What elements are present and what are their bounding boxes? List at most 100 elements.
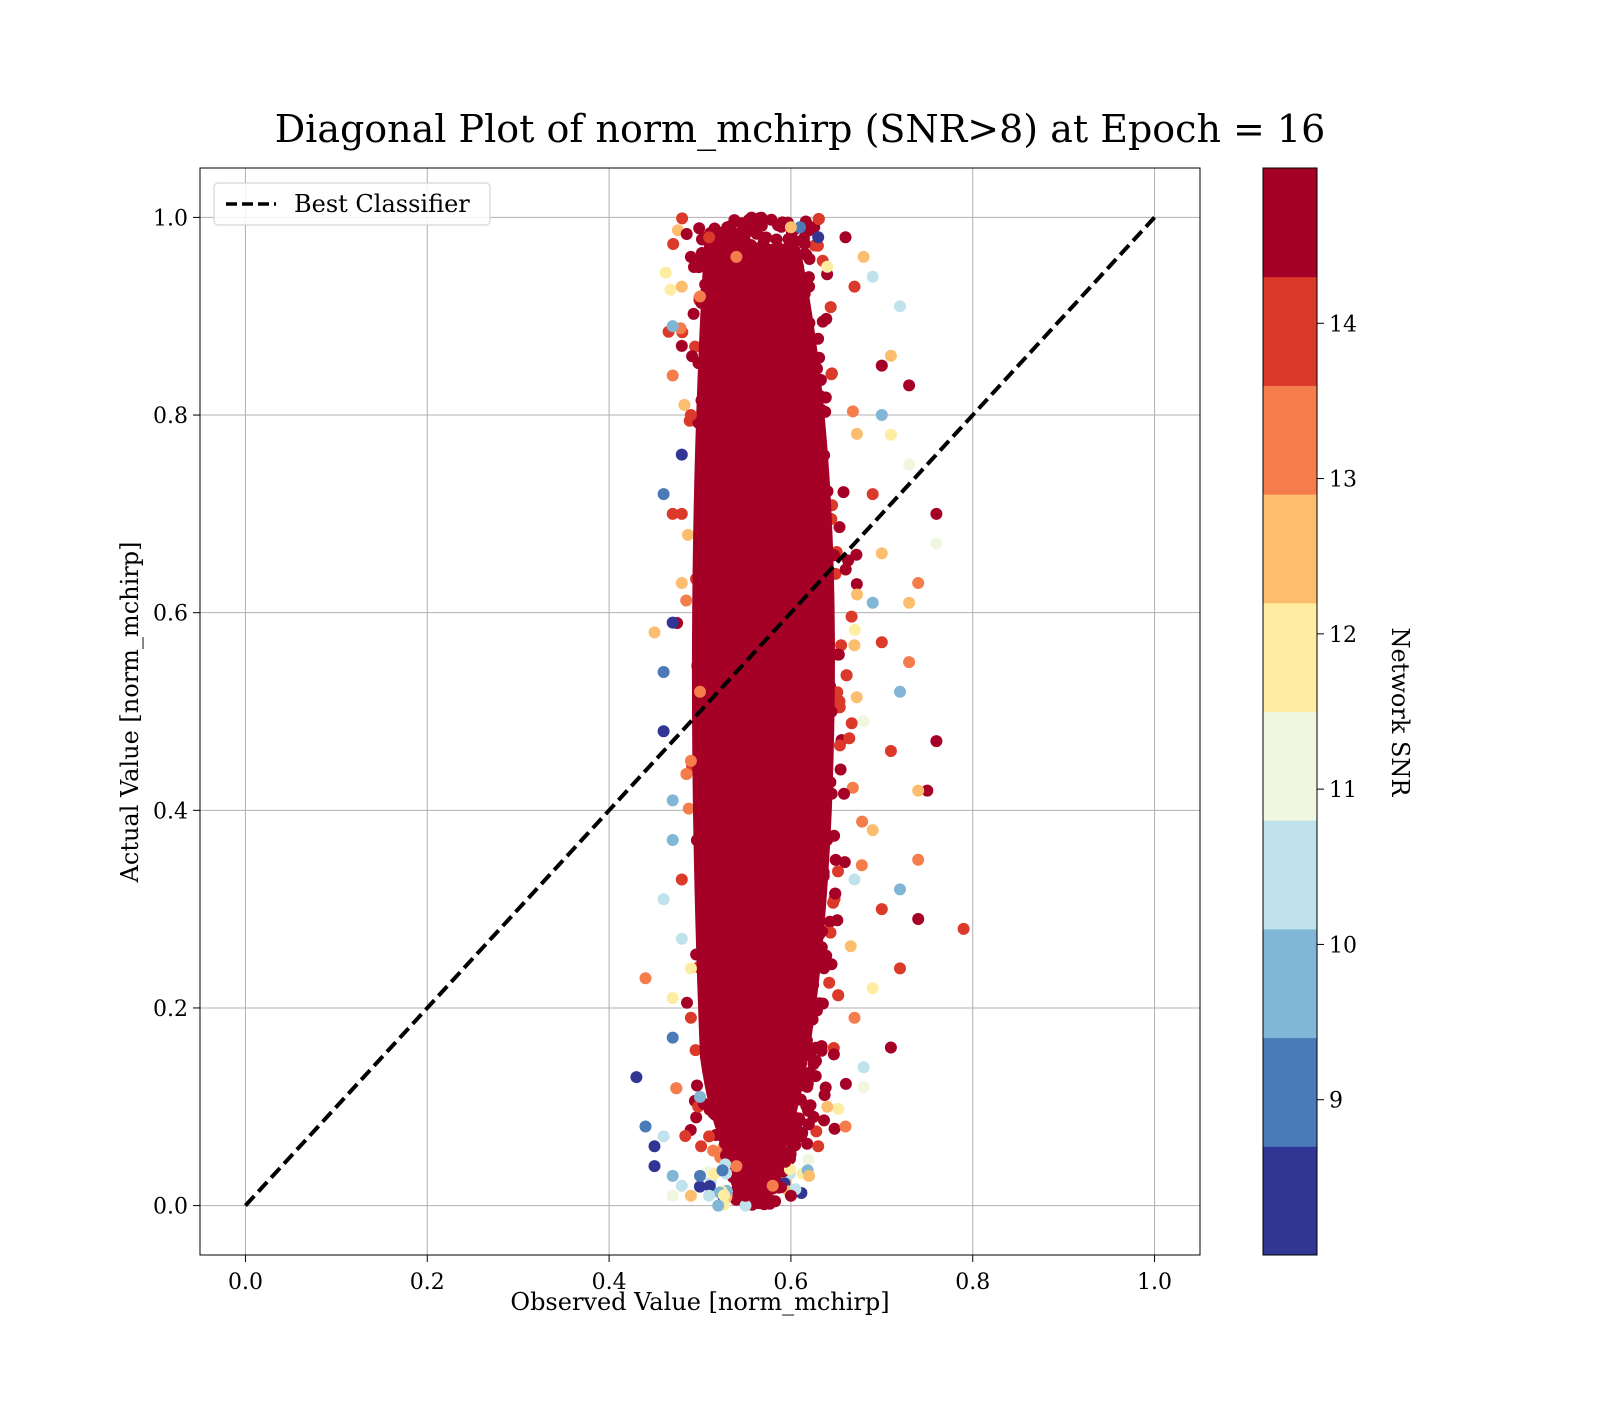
scatter-point	[812, 231, 825, 244]
cloud-point	[690, 1111, 703, 1124]
colorbar-segment	[1263, 1146, 1317, 1256]
scatter-point	[784, 1189, 797, 1202]
scatter-point	[884, 349, 897, 362]
scatter-point	[703, 1189, 716, 1202]
scatter-point	[803, 1169, 816, 1182]
cloud-point	[846, 405, 859, 418]
cloud-point	[834, 763, 847, 776]
chart-title: Diagonal Plot of norm_mchirp (SNR>8) at …	[275, 107, 1326, 152]
scatter-point	[630, 1071, 643, 1084]
cloud-point	[810, 1125, 823, 1138]
scatter-point	[839, 1120, 852, 1133]
colorbar-segment	[1263, 385, 1317, 495]
legend-box	[213, 182, 491, 226]
x-tick-label: 0.2	[410, 1270, 445, 1295]
scatter-point	[912, 784, 925, 797]
cloud-point	[679, 1130, 692, 1142]
x-tick-label: 0.4	[592, 1270, 627, 1295]
cloud-point	[838, 856, 851, 869]
colorbar: 9 10 11 12 13 14	[1262, 167, 1357, 1256]
colorbar-tick-label: 9	[1329, 1089, 1343, 1114]
y-axis-label: Actual Value [norm_mchirp]	[116, 542, 144, 884]
scatter-core	[691, 237, 835, 1186]
cloud-point	[828, 829, 841, 842]
scatter-point	[739, 1189, 752, 1202]
cloud-point	[825, 367, 838, 380]
cloud-point	[827, 1048, 840, 1061]
cloud-point	[839, 1077, 852, 1090]
scatter-point	[657, 725, 670, 738]
cloud-point	[829, 853, 842, 866]
scatter-point	[675, 339, 688, 352]
cloud-point	[769, 1195, 782, 1208]
scatter-point	[675, 577, 688, 589]
scatter-point	[875, 359, 888, 372]
cloud-point	[718, 1189, 730, 1202]
cloud-point	[820, 958, 833, 971]
scatter-point	[666, 1189, 679, 1202]
cloud-point	[796, 1127, 808, 1140]
cloud-point	[691, 1079, 703, 1092]
cloud-point	[816, 315, 829, 328]
scatter-point	[648, 626, 661, 639]
legend-label: Best Classifier	[294, 190, 470, 218]
scatter-point	[675, 1179, 688, 1192]
scatter-point	[857, 1061, 870, 1074]
scatter-point	[930, 507, 943, 520]
scatter-point	[821, 260, 834, 273]
scatter-point	[866, 596, 879, 609]
cloud-point	[846, 781, 859, 794]
cloud-point	[833, 695, 846, 708]
cloud-point	[670, 1082, 683, 1095]
cloud-point	[850, 691, 863, 704]
scatter-point	[903, 458, 916, 471]
scatter-point	[666, 992, 679, 1005]
scatter-point	[684, 409, 697, 421]
cloud-point	[828, 1122, 841, 1135]
cloud-point	[824, 301, 837, 314]
cloud-point	[681, 996, 693, 1009]
scatter-point	[866, 982, 879, 995]
cloud-point	[707, 1144, 720, 1157]
colorbar-segment	[1263, 276, 1317, 386]
cloud-point	[838, 787, 850, 800]
scatter-point	[921, 784, 934, 797]
cloud-point	[779, 1155, 792, 1168]
x-tick-label: 0.0	[228, 1270, 263, 1295]
cloud-point	[695, 1140, 708, 1153]
cloud-point	[667, 238, 680, 250]
y-tick-label: 0.0	[153, 1195, 188, 1220]
cloud-point	[840, 669, 853, 682]
x-tick-label: 1.0	[1137, 1270, 1172, 1295]
scatter-point	[694, 685, 706, 698]
scatter-point	[666, 1031, 679, 1044]
scatter-point	[694, 290, 706, 303]
scatter-point	[784, 221, 797, 234]
cloud-point	[823, 976, 836, 989]
cloud-point	[850, 578, 863, 591]
scatter-point	[684, 1011, 697, 1024]
cloud-point	[770, 233, 783, 246]
scatter-point	[766, 1179, 779, 1192]
cloud-point	[804, 1099, 817, 1112]
scatter-point	[903, 656, 916, 669]
scatter-point	[666, 1169, 679, 1182]
colorbar-tick-label: 14	[1329, 312, 1357, 337]
legend: Best Classifier	[213, 182, 491, 226]
colorbar-segment	[1263, 494, 1317, 604]
y-axis-ticks: 0.0 0.2 0.4 0.6 0.8 1.0	[153, 206, 200, 1220]
scatter-point	[657, 893, 670, 906]
scatter-point	[675, 932, 688, 945]
scatter-point	[648, 1140, 661, 1153]
scatter-point	[675, 280, 688, 293]
cloud-point	[832, 865, 844, 878]
scatter-point	[666, 320, 679, 333]
scatter-point	[930, 537, 943, 550]
scatter-point	[812, 1140, 825, 1153]
scatter-point	[684, 754, 697, 767]
scatter-point	[912, 577, 925, 589]
scatter-point	[912, 913, 925, 925]
colorbar-segment	[1263, 168, 1317, 278]
cloud-point	[833, 521, 846, 534]
